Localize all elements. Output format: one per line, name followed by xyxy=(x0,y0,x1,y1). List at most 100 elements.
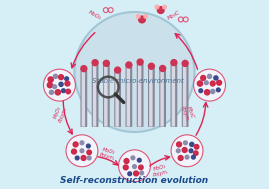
FancyBboxPatch shape xyxy=(82,71,85,127)
Text: Stable micro-environment: Stable micro-environment xyxy=(92,78,184,84)
Circle shape xyxy=(214,76,218,80)
Circle shape xyxy=(65,81,70,86)
Circle shape xyxy=(182,148,187,152)
Circle shape xyxy=(210,81,215,86)
Text: MoO₃
Polym.: MoO₃ Polym. xyxy=(151,163,170,178)
FancyBboxPatch shape xyxy=(148,68,155,127)
Circle shape xyxy=(72,149,76,154)
Circle shape xyxy=(81,156,86,160)
Circle shape xyxy=(134,171,139,176)
Circle shape xyxy=(80,141,84,145)
FancyBboxPatch shape xyxy=(103,65,110,127)
Circle shape xyxy=(103,60,109,66)
Circle shape xyxy=(133,165,136,168)
FancyBboxPatch shape xyxy=(114,72,121,127)
Circle shape xyxy=(66,89,70,94)
Circle shape xyxy=(49,90,54,94)
Circle shape xyxy=(48,77,53,82)
Circle shape xyxy=(73,142,78,147)
Circle shape xyxy=(189,149,193,153)
Circle shape xyxy=(183,141,187,145)
Circle shape xyxy=(201,75,206,80)
Circle shape xyxy=(171,135,203,167)
FancyBboxPatch shape xyxy=(126,67,132,127)
Circle shape xyxy=(131,156,135,160)
Circle shape xyxy=(139,16,145,23)
Circle shape xyxy=(197,81,203,86)
Circle shape xyxy=(126,62,132,68)
Circle shape xyxy=(47,82,52,88)
Circle shape xyxy=(204,90,210,95)
Circle shape xyxy=(92,60,98,66)
Text: Self-reconstruction evolution: Self-reconstruction evolution xyxy=(61,177,208,185)
Text: MoO₃: MoO₃ xyxy=(88,9,102,20)
Circle shape xyxy=(55,90,61,95)
FancyBboxPatch shape xyxy=(80,70,87,127)
Circle shape xyxy=(217,88,220,92)
Circle shape xyxy=(194,151,198,155)
Circle shape xyxy=(192,155,195,159)
Circle shape xyxy=(177,142,182,147)
Circle shape xyxy=(124,159,129,163)
Circle shape xyxy=(81,66,87,72)
Circle shape xyxy=(204,81,208,85)
FancyBboxPatch shape xyxy=(171,64,177,127)
Circle shape xyxy=(54,74,58,78)
Circle shape xyxy=(139,165,143,170)
Circle shape xyxy=(75,12,194,132)
FancyBboxPatch shape xyxy=(160,71,164,127)
Circle shape xyxy=(194,69,225,101)
Circle shape xyxy=(137,59,143,65)
Circle shape xyxy=(160,66,166,71)
Circle shape xyxy=(217,80,222,85)
Text: Mo₂C: Mo₂C xyxy=(167,9,181,20)
Circle shape xyxy=(98,77,119,97)
FancyBboxPatch shape xyxy=(159,70,166,127)
FancyBboxPatch shape xyxy=(104,66,108,127)
Circle shape xyxy=(207,74,212,78)
Circle shape xyxy=(178,156,183,160)
FancyBboxPatch shape xyxy=(137,64,143,127)
FancyBboxPatch shape xyxy=(92,65,98,127)
FancyBboxPatch shape xyxy=(149,68,153,127)
Circle shape xyxy=(194,145,199,149)
Circle shape xyxy=(199,89,203,93)
Circle shape xyxy=(128,172,132,176)
Circle shape xyxy=(87,150,91,155)
FancyBboxPatch shape xyxy=(183,66,186,127)
Circle shape xyxy=(144,15,148,18)
Circle shape xyxy=(136,15,140,18)
Circle shape xyxy=(190,142,194,146)
Circle shape xyxy=(86,144,90,148)
Circle shape xyxy=(211,89,215,94)
Circle shape xyxy=(137,158,141,162)
Text: MoO₃
Polym.: MoO₃ Polym. xyxy=(52,104,68,123)
Circle shape xyxy=(148,63,154,69)
Circle shape xyxy=(66,135,98,167)
Text: MoO₃
Polym.: MoO₃ Polym. xyxy=(99,146,118,161)
Circle shape xyxy=(176,149,180,153)
Circle shape xyxy=(163,5,167,9)
FancyBboxPatch shape xyxy=(182,65,189,127)
Text: Mo₂C
Polym.: Mo₂C Polym. xyxy=(180,104,196,123)
FancyBboxPatch shape xyxy=(115,72,119,127)
Circle shape xyxy=(62,89,65,93)
Circle shape xyxy=(115,67,121,73)
FancyBboxPatch shape xyxy=(93,65,96,127)
Circle shape xyxy=(155,5,159,9)
FancyBboxPatch shape xyxy=(172,65,175,127)
Circle shape xyxy=(59,82,63,86)
Circle shape xyxy=(80,149,84,153)
Circle shape xyxy=(119,150,150,182)
Circle shape xyxy=(123,165,128,170)
Circle shape xyxy=(59,75,63,80)
Circle shape xyxy=(53,85,56,89)
Circle shape xyxy=(182,60,188,66)
Circle shape xyxy=(140,171,144,175)
FancyBboxPatch shape xyxy=(127,67,130,127)
Circle shape xyxy=(185,155,189,159)
Circle shape xyxy=(44,69,75,101)
Circle shape xyxy=(65,77,69,81)
Circle shape xyxy=(157,7,164,13)
Circle shape xyxy=(171,60,177,66)
